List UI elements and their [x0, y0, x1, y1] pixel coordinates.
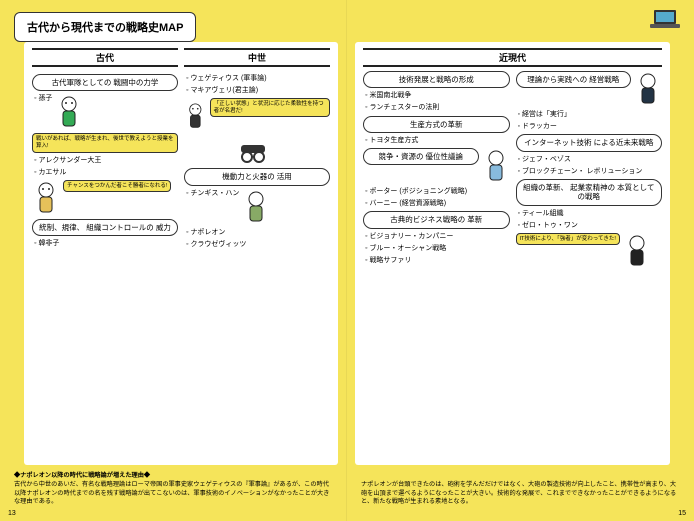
pill-medieval-1: 機動力と火器の 活用: [184, 168, 330, 185]
bullet: ブロックチェーン・ レボリューション: [516, 167, 663, 176]
bullet: 韓非子: [32, 239, 178, 248]
character-icon: [32, 180, 60, 216]
col-ancient: 古代 古代軍隊としての 戦闘中の力学 孫子 戦いがあれば、戦略が生まれ、後世で教…: [32, 48, 178, 441]
pill: 生産方式の革新: [363, 116, 510, 133]
bullet: ドラッカー: [516, 122, 663, 131]
bullet: クラウゼヴィッツ: [184, 240, 330, 249]
page-right: 近現代 技術発展と戦略の形成 米国南北戦争 ランチェスターの法則 生産方式の革新…: [347, 0, 694, 521]
bottom-text-left: ◆ナポレオン以降の時代に戦略論が増えた理由◆ 古代から中世のあいだ、有名な戦略理…: [14, 472, 332, 507]
pill: インターネット技術 による近未来戦略: [516, 134, 663, 151]
bullet: 米国南北戦争: [363, 91, 510, 100]
bullet: トヨタ生産方式: [363, 136, 510, 145]
bottom-header: ◆ナポレオン以降の時代に戦略論が増えた理由◆: [14, 472, 332, 481]
left-panel: 古代 古代軍隊としての 戦闘中の力学 孫子 戦いがあれば、戦略が生まれ、後世で教…: [24, 42, 338, 465]
col-modern-1: 技術発展と戦略の形成 米国南北戦争 ランチェスターの法則 生産方式の革新 トヨタ…: [363, 71, 510, 464]
character-icon: [184, 98, 207, 134]
pill-ancient-1: 古代軍隊としての 戦闘中の力学: [32, 74, 178, 91]
era-medieval: 中世: [184, 48, 330, 67]
pill: 組織の革新、 起業家精神の 本質としての戦略: [516, 179, 663, 206]
speech-balloon: IT技術により、「強者」が変わってきた!: [516, 233, 620, 246]
bullet: ランチェスターの法則: [363, 103, 510, 112]
bottom-body: 古代から中世のあいだ、有名な戦略理論はローマ帝国の軍事史家ウェゲティウスの『軍事…: [14, 481, 332, 507]
bullet: 孫子: [32, 94, 52, 103]
bullet: カエサル: [32, 168, 178, 177]
bullet: ウェゲティウス (軍事論): [184, 74, 330, 83]
character-icon: [634, 71, 662, 107]
bullet: ジェフ・ベゾス: [516, 155, 663, 164]
page-number: 15: [678, 510, 686, 517]
page-number: 13: [8, 510, 16, 517]
bottom-body: ナポレオンが台頭できたのは、砲術を学んだだけではなく、大砲の製造技術が向上したこ…: [361, 481, 680, 507]
pill: 古典的ビジネス戦略の 革新: [363, 211, 510, 228]
era-ancient: 古代: [32, 48, 178, 67]
bullet: アレクサンダー大王: [32, 156, 178, 165]
bullet: マキアヴェリ(君主論): [184, 86, 258, 95]
bullet: ブルー・オーシャン戦略: [363, 244, 510, 253]
bottom-text-right: ナポレオンが台頭できたのは、砲術を学んだだけではなく、大砲の製造技術が向上したこ…: [361, 481, 680, 507]
cannon-icon: [237, 139, 277, 163]
character-icon: [482, 148, 510, 184]
bullet: ポーター (ポジショニング戦略): [363, 187, 510, 196]
pill: 技術発展と戦略の形成: [363, 71, 510, 88]
pill-ancient-2: 統制、規律、 組織コントロールの 威力: [32, 219, 178, 236]
bullet: ナポレオン: [184, 228, 330, 237]
speech-balloon: 戦いがあれば、戦略が生まれ、後世で教えようと授業を算入!: [32, 133, 178, 152]
era-modern: 近現代: [363, 48, 662, 67]
col-modern-2: 理論から実践への 経営戦略 経営は「実行」 ドラッカー インターネット技術 によ…: [516, 71, 663, 464]
map-title: 古代から現代までの戦略史MAP: [14, 12, 196, 42]
character-icon: [55, 94, 83, 130]
character-icon: [623, 233, 651, 269]
page-left: 古代から現代までの戦略史MAP ⚔ 古代 古代軍隊としての 戦闘中の力学 孫子 …: [0, 0, 347, 521]
pill: 理論から実践への 経営戦略: [516, 71, 632, 88]
col-medieval: 中世 ウェゲティウス (軍事論) マキアヴェリ(君主論) 「正しい状態」と状況に…: [184, 48, 330, 441]
right-panel: 近現代 技術発展と戦略の形成 米国南北戦争 ランチェスターの法則 生産方式の革新…: [355, 42, 670, 465]
bullet: 経営は「実行」: [516, 110, 663, 119]
speech-balloon: 「正しい状態」と状況に応じた柔軟性を持つ者が名君だ!: [210, 98, 330, 117]
bullet: ゼロ・トゥ・ワン: [516, 221, 578, 230]
bullet: バーニー (経営資源戦略): [363, 199, 510, 208]
bullet: ビジョナリー・カンパニー: [363, 232, 510, 241]
character-icon: [242, 189, 270, 225]
bullet: 戦略サファリ: [363, 256, 510, 265]
laptop-icon: [650, 8, 680, 30]
bullet: チンギス・ハン: [184, 189, 239, 198]
speech-balloon: チャンスをつかんだ者こそ勝者になれる!: [63, 180, 171, 193]
pill: 競争・資源の 優位性議論: [363, 148, 479, 165]
bullet: ティール組織: [516, 209, 663, 218]
